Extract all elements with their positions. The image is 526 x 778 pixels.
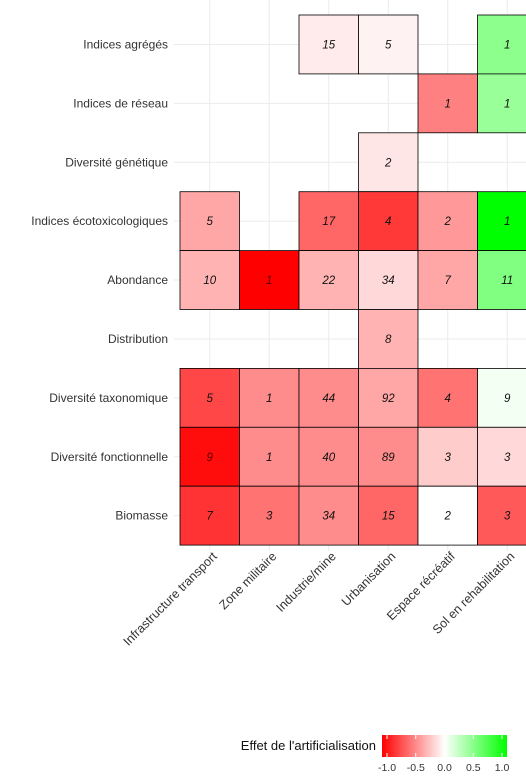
cell-value-label: 34 (322, 511, 335, 523)
cell-value-label: 7 (445, 275, 452, 287)
cell-value-label: 5 (207, 216, 214, 228)
cell-value-label: 2 (384, 157, 392, 169)
cell-value-label: 1 (504, 39, 510, 51)
x-tick-label: Urbanisation (339, 549, 399, 609)
y-tick-label: Indices agrégés (83, 37, 168, 51)
cell-value-label: 1 (266, 452, 272, 464)
heatmap-cell (417, 485, 478, 546)
cell-value-label: 4 (445, 393, 451, 405)
heatmap-cell (179, 367, 240, 428)
heatmap-cell (477, 367, 526, 428)
cell-value-label: 3 (266, 511, 273, 523)
legend-tick-label: -0.5 (407, 762, 425, 774)
x-tick-label: Industrie/mine (273, 549, 338, 614)
heatmap-cell (358, 191, 419, 251)
cell-value-label: 1 (266, 393, 272, 405)
heatmap-cell (358, 485, 419, 546)
cell-value-label: 40 (322, 452, 335, 464)
legend-tick-label: 0.0 (437, 762, 452, 774)
y-tick-label: Abondance (107, 273, 168, 287)
y-tick-label: Biomasse (115, 509, 168, 523)
cell-value-label: 2 (444, 511, 452, 523)
heatmap-cell (179, 485, 240, 546)
cell-value-label: 89 (382, 452, 395, 464)
y-tick-label: Diversité génétique (65, 155, 168, 169)
heatmap-cell (298, 14, 359, 75)
legend: Effet de l'artificialisation-1.0 -0.5 0.0 0… (241, 735, 510, 774)
cell-value-label: 3 (504, 452, 511, 464)
cell-value-label: 5 (385, 39, 392, 51)
x-tick-label: Zone militaire (216, 549, 279, 612)
cell-value-label: 11 (501, 275, 513, 287)
heatmap-cell (417, 191, 478, 251)
y-axis-labels: Indices agrégés Indices de réseau Diversit… (31, 37, 168, 522)
heatmap-cell (179, 250, 240, 310)
heatmap-cell (298, 485, 359, 546)
cell-value-label: 4 (385, 216, 391, 228)
cell-value-label: 15 (322, 39, 335, 51)
cell-value-label: 3 (445, 452, 452, 464)
cell-value-label: 5 (207, 393, 214, 405)
heatmap-cell (477, 191, 526, 251)
heatmap-cell (239, 250, 300, 310)
cell-value-label: 9 (207, 452, 214, 464)
heatmap-cell (358, 14, 419, 75)
cell-value-label: 22 (321, 275, 335, 287)
cell-value-label: 8 (385, 334, 392, 346)
legend-tick-label: 1.0 (495, 762, 510, 774)
cell-value-label: 2 (444, 216, 452, 228)
legend-tick-label: -1.0 (378, 762, 396, 774)
heatmap-cell (477, 250, 526, 310)
heatmap-cell (477, 73, 526, 134)
y-tick-label: Diversité fonctionnelle (51, 450, 169, 464)
heatmap-cell (417, 250, 478, 310)
cell-value-label: 7 (207, 511, 214, 523)
heatmap-cell (358, 309, 419, 369)
y-tick-label: Indices de réseau (73, 96, 168, 110)
cell-value-label: 92 (382, 393, 395, 405)
heatmap-cell (477, 14, 526, 75)
heatmap-cell (239, 485, 300, 546)
heatmap-cell (477, 485, 526, 546)
cell-value-label: 17 (322, 216, 335, 228)
heatmap-cell (477, 426, 526, 487)
y-tick-label: Distribution (108, 332, 168, 346)
heatmap-cell (417, 73, 478, 134)
cell-value-label: 9 (504, 393, 511, 405)
cell-value-label: 1 (504, 98, 510, 110)
cell-value-label: 1 (266, 275, 272, 287)
heatmap-cell (358, 250, 419, 310)
cell-value-label: 44 (322, 393, 335, 405)
heatmap-cell (417, 426, 478, 487)
heatmap-cell (298, 250, 359, 310)
heatmap-cell (358, 426, 419, 487)
heatmap-cell (239, 426, 300, 487)
cell-value-label: 34 (382, 275, 395, 287)
x-tick-label: Infrastructure transport (121, 549, 221, 649)
heatmap-cell (179, 426, 240, 487)
y-tick-label: Indices écotoxicologiques (31, 214, 168, 228)
cell-value-label: 1 (504, 216, 510, 228)
cell-value-label: 10 (203, 275, 216, 287)
legend-title: Effet de l'artificialisation (241, 738, 376, 753)
legend-tick-label: 0.5 (466, 762, 481, 774)
legend-color-bar (382, 735, 507, 757)
y-tick-label: Diversité taxonomique (49, 391, 168, 405)
cell-value-label: 15 (382, 511, 395, 523)
heatmap-cell (358, 132, 419, 193)
cell-value-label: 1 (445, 98, 451, 110)
heatmap-cell (358, 367, 419, 428)
cell-value-label: 3 (504, 511, 511, 523)
